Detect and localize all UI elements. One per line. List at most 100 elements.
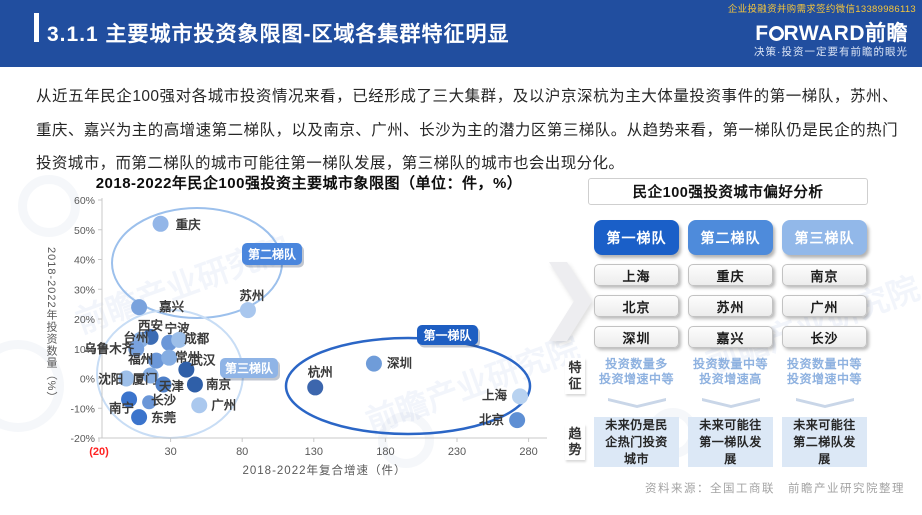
tier-badge-label: 第二梯队 (248, 247, 297, 262)
logo-tagline: 决策·投资一定要有前瞻的眼光 (754, 46, 908, 58)
y-tick-label: 10% (74, 344, 95, 356)
logo-cn: 前瞻 (865, 22, 908, 45)
tier-1-feature: 投资数量多 投资增速中等 (594, 357, 679, 389)
x-tick-label: 180 (376, 446, 394, 458)
feature-line: 投资增速中等 (786, 372, 862, 386)
y-tick-label: 0% (80, 374, 95, 386)
x-tick-label: 130 (305, 446, 323, 458)
scatter-point (191, 397, 208, 414)
down-chevron-icon (594, 398, 679, 408)
x-axis-title: 2018-2022年复合增速（件） (243, 463, 407, 477)
scatter-point-label: 台州 (124, 330, 149, 345)
x-tick-label: 30 (164, 446, 176, 458)
scatter-point (118, 370, 135, 387)
scatter-point (171, 331, 188, 348)
scatter-point-label: 东莞 (151, 410, 177, 425)
scatter-point (121, 391, 138, 408)
city-chip: 重庆 (688, 264, 773, 286)
scatter-point (509, 412, 526, 429)
scatter-point (239, 302, 256, 319)
source-note: 资料来源：全国工商联 前瞻产业研究院整理 (645, 483, 905, 495)
page-title: 3.1.1 主要城市投资象限图-区域各集群特征明显 (47, 23, 510, 46)
feature-line: 投资数量中等 (786, 357, 862, 371)
scatter-point-label: 嘉兴 (158, 299, 185, 314)
chart-title: 2018-2022年民企100强投资主要城市象限图（单位：件，%） (95, 175, 523, 192)
scatter-point-label: 天津 (159, 378, 185, 393)
scatter-point-label: 南京 (206, 376, 232, 391)
scatter-point-label: 深圳 (387, 356, 412, 371)
scatter-point-label: 厦门 (133, 372, 158, 387)
scatter-point-label: 广州 (211, 397, 236, 412)
down-chevron-icon (782, 398, 867, 408)
scatter-point-label: 福州 (127, 352, 153, 367)
x-tick-label: (20) (89, 446, 109, 458)
scatter-point-label: 沈阳 (98, 372, 123, 387)
tier-badge-label: 第一梯队 (423, 328, 472, 343)
down-chevron-icon (688, 398, 773, 408)
scatter-point-label: 成都 (184, 331, 210, 346)
y-tick-label: 50% (74, 225, 95, 237)
tier-badge (220, 358, 278, 378)
feature-line: 投资增速中等 (598, 372, 674, 386)
tier-badge (242, 243, 302, 265)
scatter-point-label: 北京 (479, 412, 505, 427)
y-tick-label: 20% (74, 314, 95, 326)
scatter-point-label: 常州 (175, 350, 200, 365)
x-tick-label: 280 (519, 446, 537, 458)
feature-line: 投资数量中等 (692, 357, 768, 371)
feature-line: 投资增速高 (699, 372, 762, 386)
x-tick-label: 80 (236, 446, 248, 458)
quadrant-chart-block: 2018-2022年民企100强投资主要城市象限图（单位：件，%） 2018-2… (35, 170, 583, 485)
scatter-point-label: 上海 (482, 387, 508, 402)
feature-line: 投资数量多 (605, 357, 668, 371)
scatter-point-label: 武汉 (190, 353, 216, 368)
scatter-point-label: 长沙 (151, 392, 177, 407)
scatter-point-label: 苏州 (239, 288, 264, 303)
scatter-point (128, 340, 145, 357)
scatter-point (307, 379, 324, 396)
scatter-point (178, 361, 195, 378)
wechat-contact-note: 企业投融资并购需求签约微信13389986113 (727, 4, 916, 15)
tier-badge (417, 325, 478, 345)
tier-2-feature: 投资数量中等 投资增速高 (688, 357, 773, 389)
tier-analysis-grid: 第一梯队 第二梯队 第三梯队 上海 重庆 南京 北京 苏州 广州 深圳 嘉兴 长… (594, 220, 867, 467)
scatter-point (186, 376, 203, 393)
scatter-point-label: 杭州 (308, 364, 333, 379)
title-accent-bar (34, 13, 39, 42)
y-axis-title: 2018-2022年投资数量（%） (45, 247, 57, 404)
scatter-point (512, 388, 529, 405)
y-tick-label: 60% (74, 196, 95, 207)
tier-1-header: 第一梯队 (594, 220, 679, 255)
feature-rail-label: 特征 (565, 358, 585, 394)
city-chip: 南京 (782, 264, 867, 286)
logo-letter: F (755, 22, 769, 45)
logo-eye-icon (768, 26, 784, 41)
scatter-point-label: 乌鲁木齐 (84, 341, 135, 356)
scatter-point (152, 215, 169, 232)
y-tick-label: -10% (70, 403, 95, 415)
scatter-point (365, 355, 382, 372)
city-chip: 苏州 (688, 295, 773, 317)
tier-3-header: 第三梯队 (782, 220, 867, 255)
scatter-point-label: 西安 (138, 318, 163, 333)
tier-2-trend: 未来可能往第一梯队发展 (688, 417, 773, 467)
x-tick-label: 230 (448, 446, 466, 458)
scatter-point-label: 重庆 (176, 217, 202, 232)
tier-2-header: 第二梯队 (688, 220, 773, 255)
y-tick-label: 30% (74, 284, 95, 296)
city-chip: 上海 (594, 264, 679, 286)
scatter-point (161, 349, 178, 366)
panel-title: 民企100强投资城市偏好分析 (588, 178, 868, 205)
scatter-point (155, 376, 172, 393)
scatter-point-label: 南宁 (109, 400, 134, 415)
forward-logo: F RWARD前瞻 (755, 17, 908, 47)
city-chip: 广州 (782, 295, 867, 317)
city-chip: 北京 (594, 295, 679, 317)
tier-badge-label: 第三梯队 (225, 361, 274, 376)
trend-rail-label: 趋势 (565, 424, 585, 460)
city-chip: 嘉兴 (688, 326, 773, 348)
header-bar: 3.1.1 主要城市投资象限图-区域各集群特征明显 企业投融资并购需求签约微信1… (0, 0, 922, 67)
y-tick-label: 40% (74, 255, 95, 267)
city-chip: 长沙 (782, 326, 867, 348)
